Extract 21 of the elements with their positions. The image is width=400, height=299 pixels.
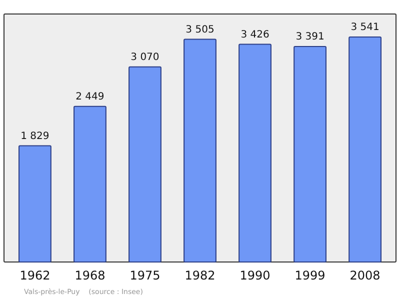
x-tick-label: 1999 <box>294 268 326 283</box>
data-label: 3 070 <box>130 52 160 63</box>
bar <box>74 106 106 262</box>
data-label: 3 391 <box>296 32 324 43</box>
x-tick-label: 1968 <box>74 268 106 283</box>
bar <box>348 36 382 262</box>
x-tick-label: 1990 <box>240 268 270 283</box>
x-tick-label: 2008 <box>350 268 380 283</box>
data-label: 3 505 <box>186 24 214 36</box>
bar <box>294 46 326 262</box>
x-tick-label: 1982 <box>184 268 216 283</box>
data-label: 3 541 <box>350 22 380 33</box>
data-label: 1 829 <box>20 130 50 142</box>
bar <box>18 145 52 262</box>
x-tick-label: 1975 <box>130 268 160 283</box>
data-label: 2 449 <box>76 91 104 102</box>
bar <box>238 44 272 262</box>
bar <box>184 38 216 262</box>
data-label: 3 426 <box>240 29 270 40</box>
x-tick-label: 1962 <box>20 268 50 283</box>
bar <box>128 66 162 262</box>
